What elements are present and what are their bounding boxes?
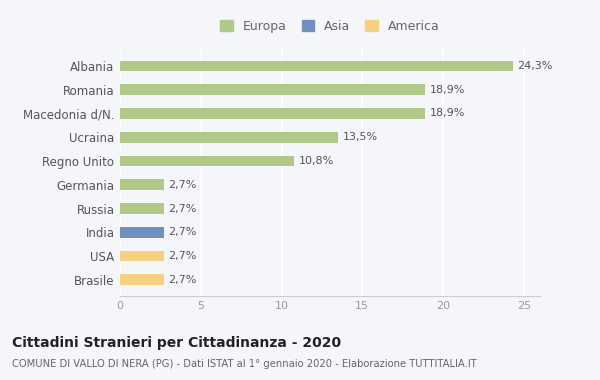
Bar xyxy=(120,179,164,190)
Text: 2,7%: 2,7% xyxy=(169,204,197,214)
Legend: Europa, Asia, America: Europa, Asia, America xyxy=(217,16,443,36)
Text: 2,7%: 2,7% xyxy=(169,275,197,285)
Text: 13,5%: 13,5% xyxy=(343,132,378,142)
Text: 18,9%: 18,9% xyxy=(430,85,466,95)
Text: 2,7%: 2,7% xyxy=(169,180,197,190)
Bar xyxy=(120,132,338,142)
Bar xyxy=(120,274,164,285)
Text: COMUNE DI VALLO DI NERA (PG) - Dati ISTAT al 1° gennaio 2020 - Elaborazione TUTT: COMUNE DI VALLO DI NERA (PG) - Dati ISTA… xyxy=(12,359,477,369)
Text: 24,3%: 24,3% xyxy=(517,61,553,71)
Text: 10,8%: 10,8% xyxy=(299,156,335,166)
Bar xyxy=(120,156,295,166)
Bar xyxy=(120,84,425,95)
Bar xyxy=(120,61,512,71)
Bar xyxy=(120,108,425,119)
Text: 2,7%: 2,7% xyxy=(169,251,197,261)
Bar xyxy=(120,227,164,238)
Text: 2,7%: 2,7% xyxy=(169,227,197,237)
Bar xyxy=(120,251,164,261)
Bar xyxy=(120,203,164,214)
Text: 18,9%: 18,9% xyxy=(430,109,466,119)
Text: Cittadini Stranieri per Cittadinanza - 2020: Cittadini Stranieri per Cittadinanza - 2… xyxy=(12,336,341,350)
